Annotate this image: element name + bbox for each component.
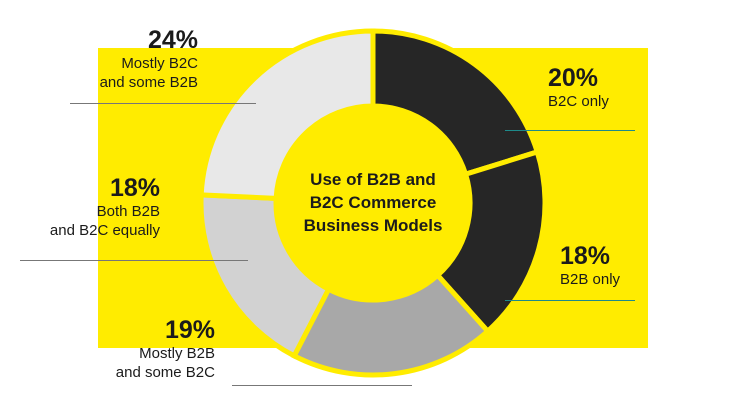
chart-title: Use of B2B and B2C Commerce Business Mod… (303, 170, 443, 235)
value-label-mostly-b2c: 24% (147, 26, 198, 54)
label-mostly-b2c: 24% Mostly B2C and some B2B (70, 26, 198, 92)
donut-slice-mostly-b2c-and-some-b2b (198, 28, 376, 202)
label-b2b-only: 18% B2B only (560, 242, 700, 289)
leader-line-b2b-only (505, 300, 635, 301)
value-label-mostly-b2b: 19% (164, 316, 215, 344)
leader-line-b2c-only (505, 130, 635, 131)
leader-line-mostly-b2c (70, 103, 256, 104)
label-b2c-only: 20% B2C only (548, 64, 688, 111)
label-both-equally: 18% Both B2B and B2C equally (30, 174, 160, 240)
value-label-both-equally: 18% (109, 174, 160, 202)
value-label-b2c-only: 20% (548, 64, 599, 92)
value-label-b2b-only: 18% (560, 242, 611, 270)
donut-hole (276, 106, 470, 300)
leader-line-mostly-b2b (232, 385, 412, 386)
leader-line-both-equally (20, 260, 248, 261)
label-mostly-b2b: 19% Mostly B2B and some B2C (100, 316, 215, 382)
